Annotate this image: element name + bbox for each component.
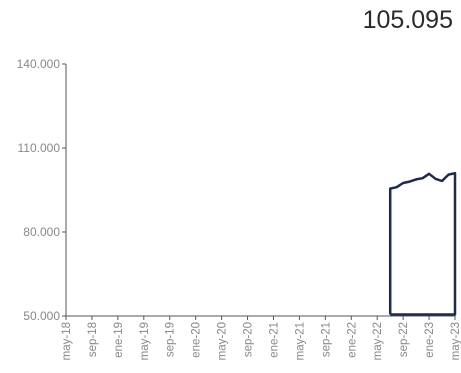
series-line bbox=[388, 171, 457, 316]
x-tick-label: ene-22 bbox=[346, 322, 358, 358]
x-tick-label: sep-20 bbox=[243, 322, 255, 357]
y-tick-label: 110.000 bbox=[18, 141, 61, 155]
headline-value: 105.095 bbox=[362, 6, 453, 34]
y-tick-label: 80.000 bbox=[23, 225, 60, 239]
x-tick-label: may-20 bbox=[217, 322, 229, 360]
x-tick-label: ene-19 bbox=[113, 322, 125, 358]
x-tick-label: sep-22 bbox=[398, 322, 410, 357]
x-tick-label: may-22 bbox=[372, 322, 384, 360]
x-tick-label: ene-21 bbox=[268, 322, 280, 358]
x-tick-label: may-19 bbox=[139, 322, 151, 360]
x-tick-label: may-23 bbox=[450, 322, 461, 360]
y-tick-label: 50.000 bbox=[23, 309, 60, 323]
x-tick-label: sep-19 bbox=[165, 322, 177, 357]
x-tick-label: may-21 bbox=[294, 322, 306, 360]
y-tick-label: 140.000 bbox=[17, 57, 61, 71]
x-tick-label: may-18 bbox=[61, 322, 73, 360]
x-tick-label: sep-18 bbox=[87, 322, 99, 357]
x-tick-label: ene-20 bbox=[191, 322, 203, 358]
x-tick-label: ene-23 bbox=[424, 322, 436, 358]
x-tick-label: sep-21 bbox=[320, 322, 332, 357]
